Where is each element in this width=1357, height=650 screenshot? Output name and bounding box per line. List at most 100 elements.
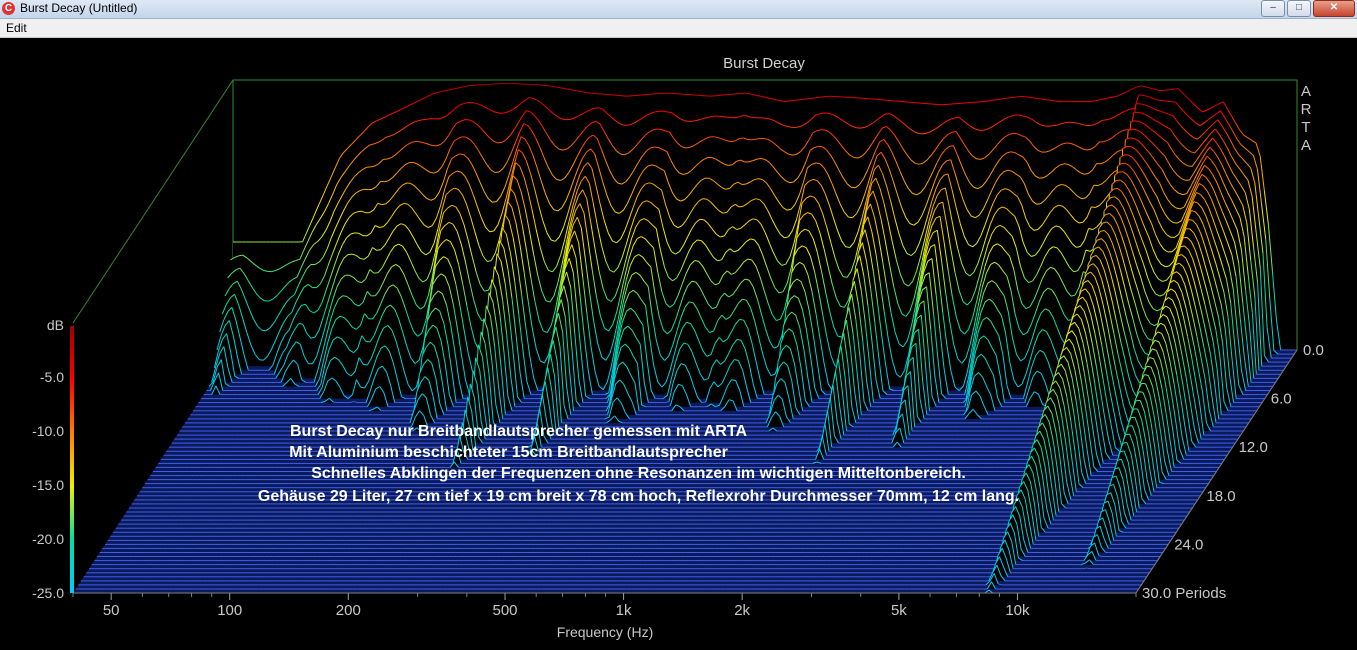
decay-slice-line: [1006, 151, 1011, 154]
decay-slice-line: [1114, 114, 1119, 118]
decay-slice-line: [755, 198, 760, 201]
decay-slice-line: [431, 217, 437, 226]
decay-slice-line: [815, 162, 820, 165]
decay-slice-line: [764, 96, 770, 99]
decay-slice-line: [471, 102, 476, 104]
decay-slice-line: [238, 304, 244, 319]
decay-slice-line: [1202, 109, 1208, 113]
decay-slice-line: [726, 206, 732, 213]
decay-slice-line: [880, 113, 886, 118]
decay-slice-line: [307, 231, 313, 242]
decay-slice-line: [822, 96, 827, 98]
decay-slice-line: [575, 174, 581, 187]
decay-slice-line: [1025, 218, 1031, 228]
decay-slice-line: [839, 118, 845, 122]
decay-slice-line: [483, 106, 489, 110]
decay-slice-line: [1176, 120, 1182, 127]
decay-slice-line: [901, 207, 907, 218]
decay-slice-line: [384, 114, 389, 118]
decay-slice-line: [386, 216, 392, 223]
decay-slice-line: [596, 138, 602, 150]
decay-slice-line: [504, 111, 509, 114]
decay-slice-line: [239, 267, 245, 274]
decay-slice-line: [1179, 159, 1185, 165]
decay-slice-line: [1184, 130, 1190, 135]
decay-slice-line: [276, 290, 282, 297]
decay-slice-line: [441, 158, 447, 167]
decay-slice-line: [815, 113, 820, 116]
decay-slice-line: [843, 276, 848, 278]
decay-slice-line: [1247, 180, 1253, 197]
decay-slice-line: [685, 146, 691, 149]
decay-slice-line: [1242, 158, 1247, 164]
decay-slice-line: [1173, 222, 1178, 224]
decay-slice-line: [827, 174, 833, 184]
decay-slice-line: [1056, 184, 1062, 187]
decay-slice-line: [448, 172, 454, 178]
decay-slice-line: [676, 198, 681, 202]
decay-slice-line: [389, 194, 395, 201]
decay-slice-line: [489, 230, 494, 233]
decay-slice-line: [235, 267, 241, 271]
decay-slice-line: [321, 230, 327, 238]
decay-slice-line: [1262, 253, 1268, 328]
decay-slice-line: [1051, 167, 1057, 173]
decay-slice-line: [232, 336, 238, 358]
decay-slice-line: [380, 116, 385, 120]
decay-slice-line: [698, 139, 703, 144]
decay-slice-line: [1169, 128, 1175, 136]
decay-slice-line: [306, 333, 312, 339]
decay-slice-line: [857, 217, 863, 233]
decay-slice-line: [1011, 170, 1017, 175]
decay-slice-line: [594, 107, 599, 109]
decay-slice-line: [981, 100, 987, 103]
decay-slice-line: [444, 176, 450, 190]
decay-slice-line: [326, 176, 332, 187]
decay-slice-line: [909, 128, 914, 132]
decay-slice-line: [973, 186, 979, 190]
decay-slice-line: [546, 133, 552, 141]
decay-slice-line: [415, 213, 421, 221]
decay-slice-line: [524, 138, 530, 147]
decay-slice-line: [1160, 110, 1165, 114]
decay-slice-line: [530, 173, 536, 190]
decay-slice-line: [372, 247, 377, 251]
decay-slice-line: [1149, 87, 1154, 90]
decay-slice-line: [1097, 119, 1103, 124]
decay-slice-line: [400, 107, 406, 111]
close-button[interactable]: ✕: [1313, 0, 1355, 17]
decay-slice-line: [1209, 122, 1215, 128]
minimize-button[interactable]: –: [1261, 0, 1285, 17]
decay-slice-line: [397, 128, 403, 133]
decay-slice-line: [718, 137, 723, 140]
decay-slice-line: [724, 163, 729, 166]
decay-slice-line: [1202, 137, 1208, 144]
decay-slice-line: [970, 126, 976, 130]
decay-slice-line: [912, 192, 917, 196]
decay-slice-line: [867, 160, 873, 171]
decay-slice-line: [1056, 123, 1062, 126]
decay-slice-line: [1062, 142, 1067, 145]
decay-slice-line: [492, 110, 497, 113]
decay-slice-line: [994, 99, 999, 101]
decay-slice-line: [1017, 196, 1023, 206]
decay-slice-line: [872, 119, 878, 124]
decay-slice-line: [1208, 116, 1213, 120]
decay-slice-line: [1015, 173, 1021, 178]
decay-slice-line: [902, 148, 908, 156]
decay-slice-line: [1100, 161, 1105, 165]
decay-slice-line: [526, 110, 531, 113]
decay-slice-line: [681, 146, 687, 149]
decay-slice-line: [553, 113, 558, 118]
decay-slice-line: [667, 182, 673, 194]
decay-slice-line: [778, 122, 784, 126]
decay-slice-line: [1035, 97, 1040, 100]
decay-slice-line: [1145, 86, 1150, 89]
decay-slice-line: [812, 178, 818, 181]
decay-slice-line: [662, 149, 668, 152]
decay-slice-line: [566, 145, 572, 150]
decay-slice-line: [508, 161, 514, 176]
menu-edit[interactable]: Edit: [6, 21, 27, 35]
maximize-button[interactable]: □: [1287, 0, 1311, 17]
decay-slice-line: [292, 276, 298, 280]
